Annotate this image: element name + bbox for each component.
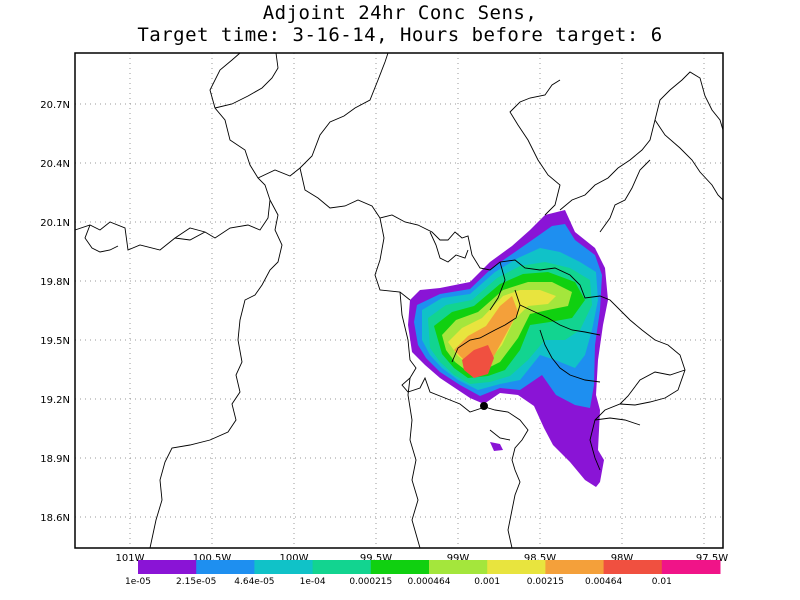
colorbar-label: 1e-05: [125, 577, 151, 587]
colorbar-swatch: [138, 560, 197, 574]
colorbar-swatch: [429, 560, 488, 574]
target-location-marker: [480, 402, 488, 410]
colorbar-swatch: [603, 560, 663, 574]
lon-tick: 99W: [447, 553, 470, 564]
lat-tick-labels: 20.7N 20.4N 20.1N 19.8N 19.5N 19.2N 18.9…: [40, 100, 70, 524]
colorbar-swatch: [196, 560, 255, 574]
lat-tick: 19.8N: [40, 277, 70, 288]
lat-tick: 20.4N: [40, 159, 70, 170]
map-title-line1: Adjoint 24hr Conc Sens,: [262, 2, 538, 24]
colorbar-label: 1e-04: [299, 577, 326, 587]
colorbar-swatch: [661, 560, 721, 574]
colorbar-label: 0.01: [651, 577, 672, 587]
colorbar-label: 0.00464: [584, 577, 623, 587]
grid-lines: [75, 53, 723, 548]
colorbar-swatch: [370, 560, 430, 574]
colorbar-label: 4.64e-05: [234, 577, 275, 587]
lat-tick: 20.7N: [40, 100, 70, 111]
colorbar-label: 0.000464: [407, 577, 451, 587]
sensitivity-plume: [408, 210, 608, 487]
colorbar-label: 0.000215: [349, 577, 393, 587]
colorbar-label: 0.001: [474, 577, 501, 587]
lat-tick: 18.6N: [40, 513, 70, 524]
colorbar-label: 2.15e-05: [176, 577, 217, 587]
lat-tick: 19.5N: [40, 336, 70, 347]
lon-tick: 101W: [116, 553, 145, 564]
lon-tick-labels: 101W 100.5W 100W 99.5W 99W 98.5W 98W 97.…: [116, 553, 729, 564]
lat-tick: 19.2N: [40, 395, 70, 406]
colorbar-label: 0.00215: [526, 577, 564, 587]
lat-tick: 18.9N: [40, 454, 70, 465]
lon-tick: 99.5W: [360, 553, 392, 564]
lat-tick: 20.1N: [40, 218, 70, 229]
colorbar-swatch: [545, 560, 605, 574]
colorbar-swatch: [312, 560, 372, 574]
state-borders: [74, 52, 724, 549]
colorbar: [138, 560, 721, 574]
lon-tick: 100W: [280, 553, 309, 564]
lon-tick: 98W: [611, 553, 634, 564]
plot-frame: [74, 52, 724, 549]
lon-tick: 98.5W: [524, 553, 556, 564]
lon-tick: 97.5W: [696, 553, 728, 564]
colorbar-swatch: [487, 560, 546, 574]
lon-tick: 100.5W: [193, 553, 232, 564]
colorbar-swatch: [254, 560, 314, 574]
map-title-line2: Target time: 3-16-14, Hours before targe…: [137, 24, 663, 46]
